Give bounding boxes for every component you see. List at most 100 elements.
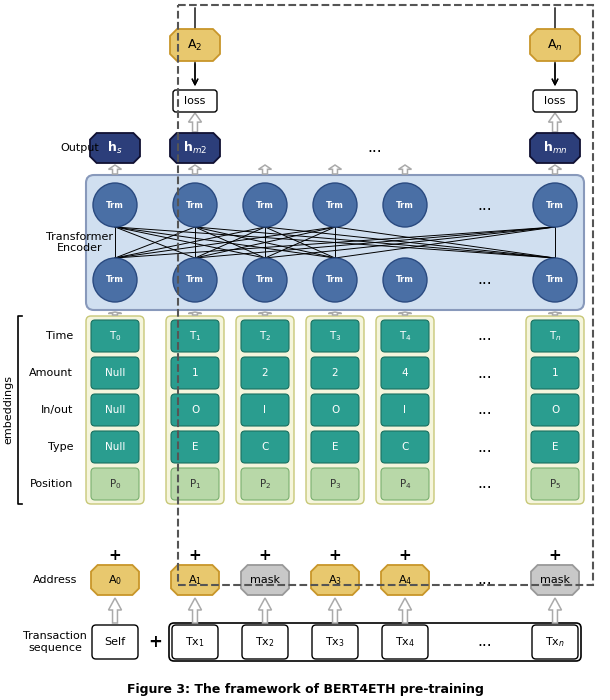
Text: $\mathbf{h}_s$: $\mathbf{h}_s$ [107, 140, 123, 156]
Text: C: C [261, 442, 268, 452]
Text: P$_0$: P$_0$ [109, 477, 121, 491]
FancyBboxPatch shape [241, 357, 289, 389]
Polygon shape [91, 565, 139, 595]
FancyBboxPatch shape [171, 468, 219, 500]
Text: ...: ... [368, 141, 382, 155]
Text: T$_1$: T$_1$ [188, 329, 201, 343]
FancyBboxPatch shape [312, 625, 358, 659]
Polygon shape [329, 165, 342, 174]
FancyBboxPatch shape [171, 320, 219, 352]
FancyBboxPatch shape [166, 316, 224, 504]
Text: $\bf{+}$: $\bf{+}$ [148, 633, 162, 651]
Text: Tx$_3$: Tx$_3$ [325, 635, 345, 649]
FancyBboxPatch shape [531, 394, 579, 426]
Text: C: C [401, 442, 409, 452]
Text: A$_2$: A$_2$ [187, 38, 203, 52]
FancyBboxPatch shape [241, 320, 289, 352]
Text: ...: ... [478, 573, 492, 587]
Text: ...: ... [478, 197, 492, 213]
Text: loss: loss [544, 96, 565, 106]
Text: ...: ... [478, 477, 492, 491]
FancyBboxPatch shape [171, 394, 219, 426]
Circle shape [173, 258, 217, 302]
Polygon shape [329, 312, 342, 315]
Polygon shape [259, 165, 271, 174]
FancyBboxPatch shape [533, 90, 577, 112]
Text: Trm: Trm [106, 200, 124, 209]
Text: T$_3$: T$_3$ [329, 329, 341, 343]
FancyBboxPatch shape [531, 468, 579, 500]
FancyBboxPatch shape [531, 431, 579, 463]
Polygon shape [530, 133, 580, 163]
Text: T$_2$: T$_2$ [259, 329, 271, 343]
FancyBboxPatch shape [91, 320, 139, 352]
FancyBboxPatch shape [86, 316, 144, 504]
Circle shape [313, 183, 357, 227]
FancyBboxPatch shape [91, 431, 139, 463]
Polygon shape [109, 165, 121, 174]
Circle shape [93, 258, 137, 302]
FancyBboxPatch shape [169, 623, 581, 661]
Text: Trm: Trm [396, 200, 414, 209]
Text: Tx$_1$: Tx$_1$ [185, 635, 205, 649]
Polygon shape [188, 113, 201, 132]
Text: T$_n$: T$_n$ [548, 329, 561, 343]
FancyBboxPatch shape [171, 431, 219, 463]
FancyBboxPatch shape [172, 625, 218, 659]
Polygon shape [329, 598, 342, 623]
Circle shape [533, 183, 577, 227]
Polygon shape [398, 598, 412, 623]
Polygon shape [398, 312, 412, 315]
FancyBboxPatch shape [91, 394, 139, 426]
Text: A$_3$: A$_3$ [328, 573, 342, 587]
FancyBboxPatch shape [91, 468, 139, 500]
FancyBboxPatch shape [381, 357, 429, 389]
Text: 4: 4 [402, 368, 408, 378]
Text: Address: Address [33, 575, 77, 585]
FancyBboxPatch shape [381, 468, 429, 500]
FancyBboxPatch shape [311, 357, 359, 389]
FancyBboxPatch shape [241, 394, 289, 426]
Text: P$_4$: P$_4$ [399, 477, 411, 491]
Text: E: E [192, 442, 198, 452]
Text: Self: Self [104, 637, 126, 647]
Text: mask: mask [540, 575, 570, 585]
Text: Trm: Trm [106, 276, 124, 284]
Polygon shape [311, 565, 359, 595]
Polygon shape [188, 165, 201, 174]
Text: Trm: Trm [186, 200, 204, 209]
Text: mask: mask [250, 575, 280, 585]
FancyBboxPatch shape [311, 468, 359, 500]
Polygon shape [398, 165, 412, 174]
FancyBboxPatch shape [171, 357, 219, 389]
Text: In/out: In/out [41, 405, 73, 415]
Polygon shape [259, 312, 271, 315]
Text: I: I [403, 405, 406, 415]
Text: $\mathbf{h}_{m2}$: $\mathbf{h}_{m2}$ [183, 140, 207, 156]
Text: Tx$_4$: Tx$_4$ [395, 635, 415, 649]
Text: 1: 1 [551, 368, 558, 378]
Polygon shape [241, 565, 289, 595]
Text: ...: ... [478, 634, 492, 650]
Text: ...: ... [478, 402, 492, 417]
Text: ...: ... [478, 272, 492, 288]
Text: ...: ... [478, 365, 492, 381]
Text: A$_1$: A$_1$ [188, 573, 202, 587]
Circle shape [533, 258, 577, 302]
Polygon shape [170, 29, 220, 61]
Text: $\bf{+}$: $\bf{+}$ [259, 549, 271, 564]
Text: Trm: Trm [256, 276, 274, 284]
FancyBboxPatch shape [86, 175, 584, 310]
FancyBboxPatch shape [241, 468, 289, 500]
Text: $\bf{+}$: $\bf{+}$ [548, 549, 562, 564]
Text: E: E [552, 442, 558, 452]
Text: O: O [551, 405, 559, 415]
Circle shape [243, 258, 287, 302]
Text: ...: ... [478, 440, 492, 454]
Text: $\bf{+}$: $\bf{+}$ [328, 549, 342, 564]
Text: I: I [264, 405, 267, 415]
Text: Time: Time [46, 331, 73, 341]
Polygon shape [548, 598, 561, 623]
Text: T$_0$: T$_0$ [109, 329, 121, 343]
Text: Feature
embeddings: Feature embeddings [0, 375, 13, 444]
